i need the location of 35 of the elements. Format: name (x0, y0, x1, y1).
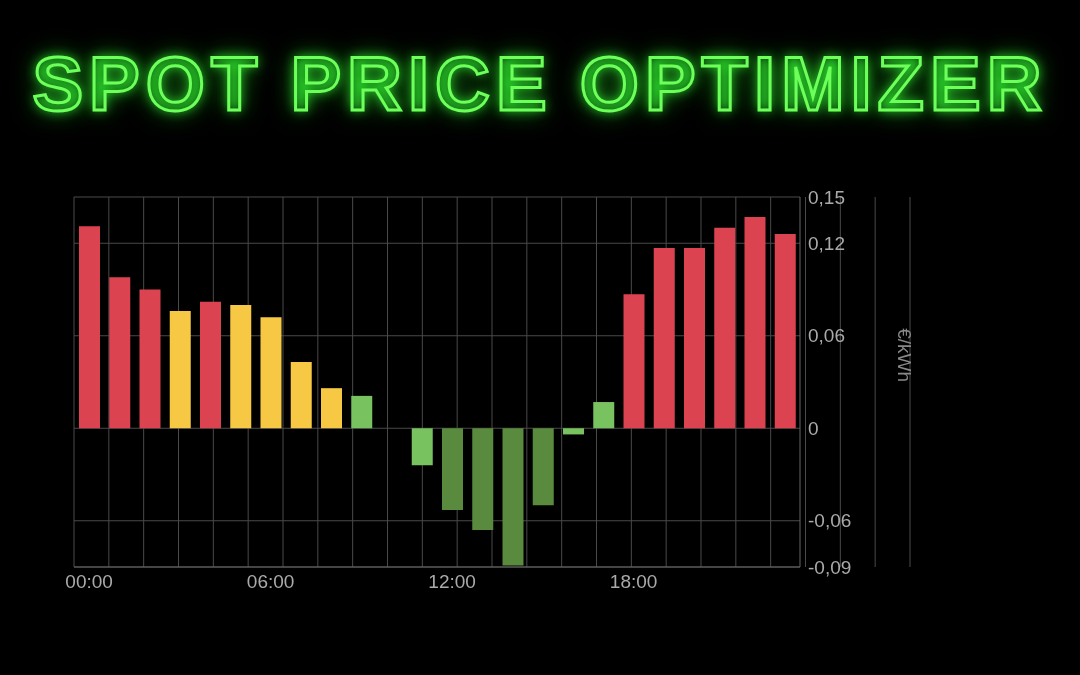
bar (260, 317, 282, 429)
bar (744, 217, 766, 429)
bar (230, 304, 252, 429)
bar (290, 361, 312, 429)
bar (593, 402, 615, 429)
y-tick-label: 0 (808, 417, 819, 439)
y-tick-label: -0,06 (808, 510, 852, 532)
bar (502, 428, 524, 566)
x-tick-label: 00:00 (65, 571, 113, 593)
x-tick-label: 18:00 (609, 571, 658, 593)
chart-title: SPOT PRICE OPTIMIZER (31, 40, 1049, 127)
bar (684, 247, 705, 429)
bar (79, 226, 100, 429)
y-tick-label: 0,15 (808, 186, 845, 208)
bar (411, 428, 433, 466)
x-tick-label: 06:00 (246, 571, 295, 593)
bar (653, 247, 675, 429)
bar (351, 395, 373, 429)
bar (139, 289, 161, 429)
bar (442, 428, 463, 510)
y-tick-label: -0,09 (808, 556, 852, 578)
y-tick-label: 0,06 (808, 325, 845, 347)
bar (774, 234, 796, 429)
y-tick-label: 0,12 (808, 232, 845, 254)
bar (200, 301, 221, 429)
y-axis-title: €/kWh (894, 328, 916, 382)
bar (472, 428, 494, 530)
bar (169, 311, 191, 429)
bar (109, 277, 131, 429)
bar (321, 388, 342, 429)
bar (563, 428, 584, 435)
bar (532, 428, 554, 506)
x-tick-label: 12:00 (428, 571, 476, 593)
bar (623, 294, 645, 429)
bar (714, 227, 736, 429)
